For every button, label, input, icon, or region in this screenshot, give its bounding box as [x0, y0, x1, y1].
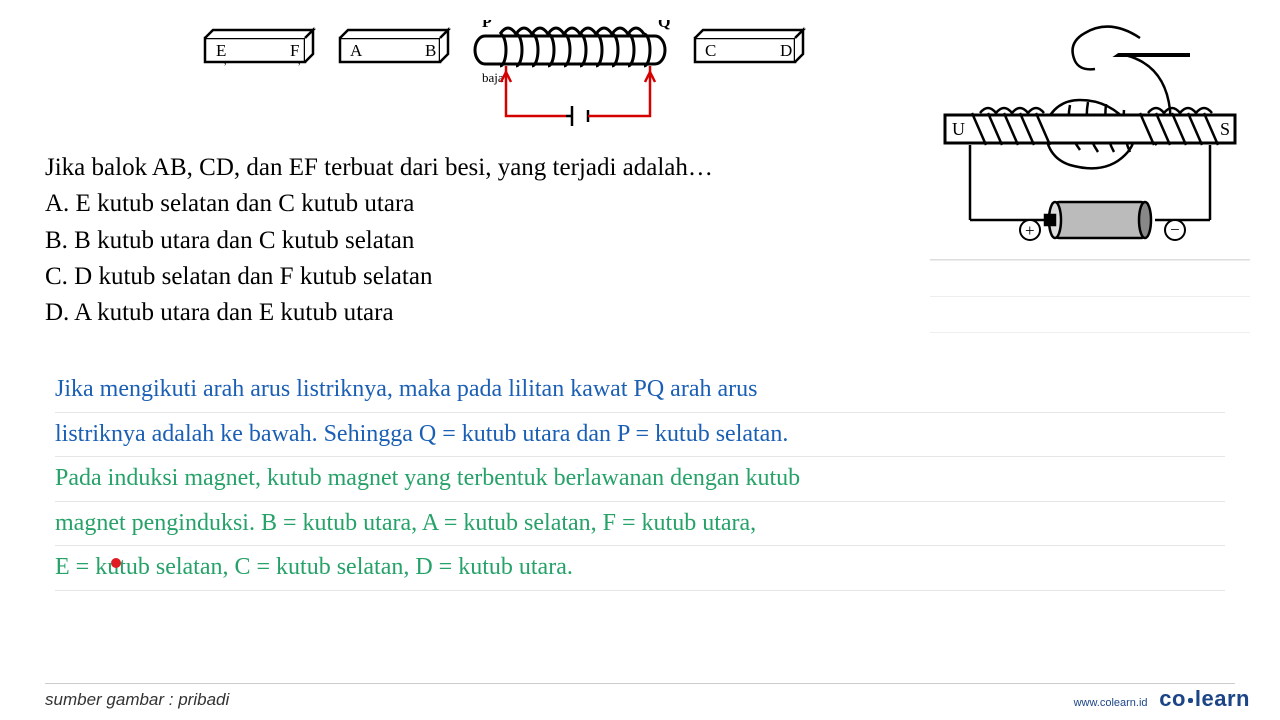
side-divider [930, 260, 1250, 261]
label-D: D [780, 41, 792, 60]
explanation-line: E = kutub selatan, C = kutub selatan, D … [55, 548, 1225, 591]
explanation-line: Pada induksi magnet, kutub magnet yang t… [55, 459, 1225, 502]
label-B: B [425, 41, 436, 60]
laser-pointer-icon [111, 558, 121, 568]
label-S: S [1220, 119, 1230, 139]
option-c: C. D kutub selatan dan F kutub selatan [45, 259, 925, 295]
minus-icon: − [1170, 220, 1180, 239]
footer: sumber gambar : pribadi [45, 683, 1235, 710]
brand-logo: colearn [1159, 686, 1250, 711]
plus-icon: + [1025, 221, 1035, 240]
label-Q: Q [658, 20, 670, 31]
explanation-line: Jika mengikuti arah arus listriknya, mak… [55, 370, 1225, 413]
righthand-diagram: U S + − [930, 20, 1250, 260]
brand-part: co [1159, 686, 1186, 711]
option-a: A. E kutub selatan dan C kutub utara [45, 186, 925, 222]
coil-svg: E F , , A B P Q baja [200, 20, 950, 135]
brand-dot-icon [1188, 698, 1193, 703]
option-b: B. B kutub utara dan C kutub selatan [45, 223, 925, 259]
question-block: Jika balok AB, CD, dan EF terbuat dari b… [45, 150, 925, 331]
image-source-label: sumber gambar : pribadi [45, 690, 229, 709]
label-U: U [952, 119, 965, 139]
svg-text:,: , [298, 56, 301, 67]
explanation-line: listriknya adalah ke bawah. Sehingga Q =… [55, 415, 1225, 458]
side-divider [930, 296, 1250, 297]
explanation-block: Jika mengikuti arah arus listriknya, mak… [55, 370, 1225, 593]
label-baja: baja [482, 70, 504, 85]
option-d: D. A kutub utara dan E kutub utara [45, 295, 925, 331]
righthand-svg: U S + − [930, 20, 1250, 250]
question-stem: Jika balok AB, CD, dan EF terbuat dari b… [45, 150, 925, 186]
explanation-line: magnet penginduksi. B = kutub utara, A =… [55, 504, 1225, 547]
coil-diagram: E F , , A B P Q baja [200, 20, 950, 130]
brand-url: www.colearn.id [1074, 697, 1148, 709]
label-C: C [705, 41, 716, 60]
label-A: A [350, 41, 363, 60]
side-divider [930, 332, 1250, 333]
svg-text:,: , [224, 56, 227, 67]
brand-block: www.colearn.id colearn [1074, 686, 1250, 712]
brand-part: learn [1195, 686, 1250, 711]
label-P: P [482, 20, 492, 31]
